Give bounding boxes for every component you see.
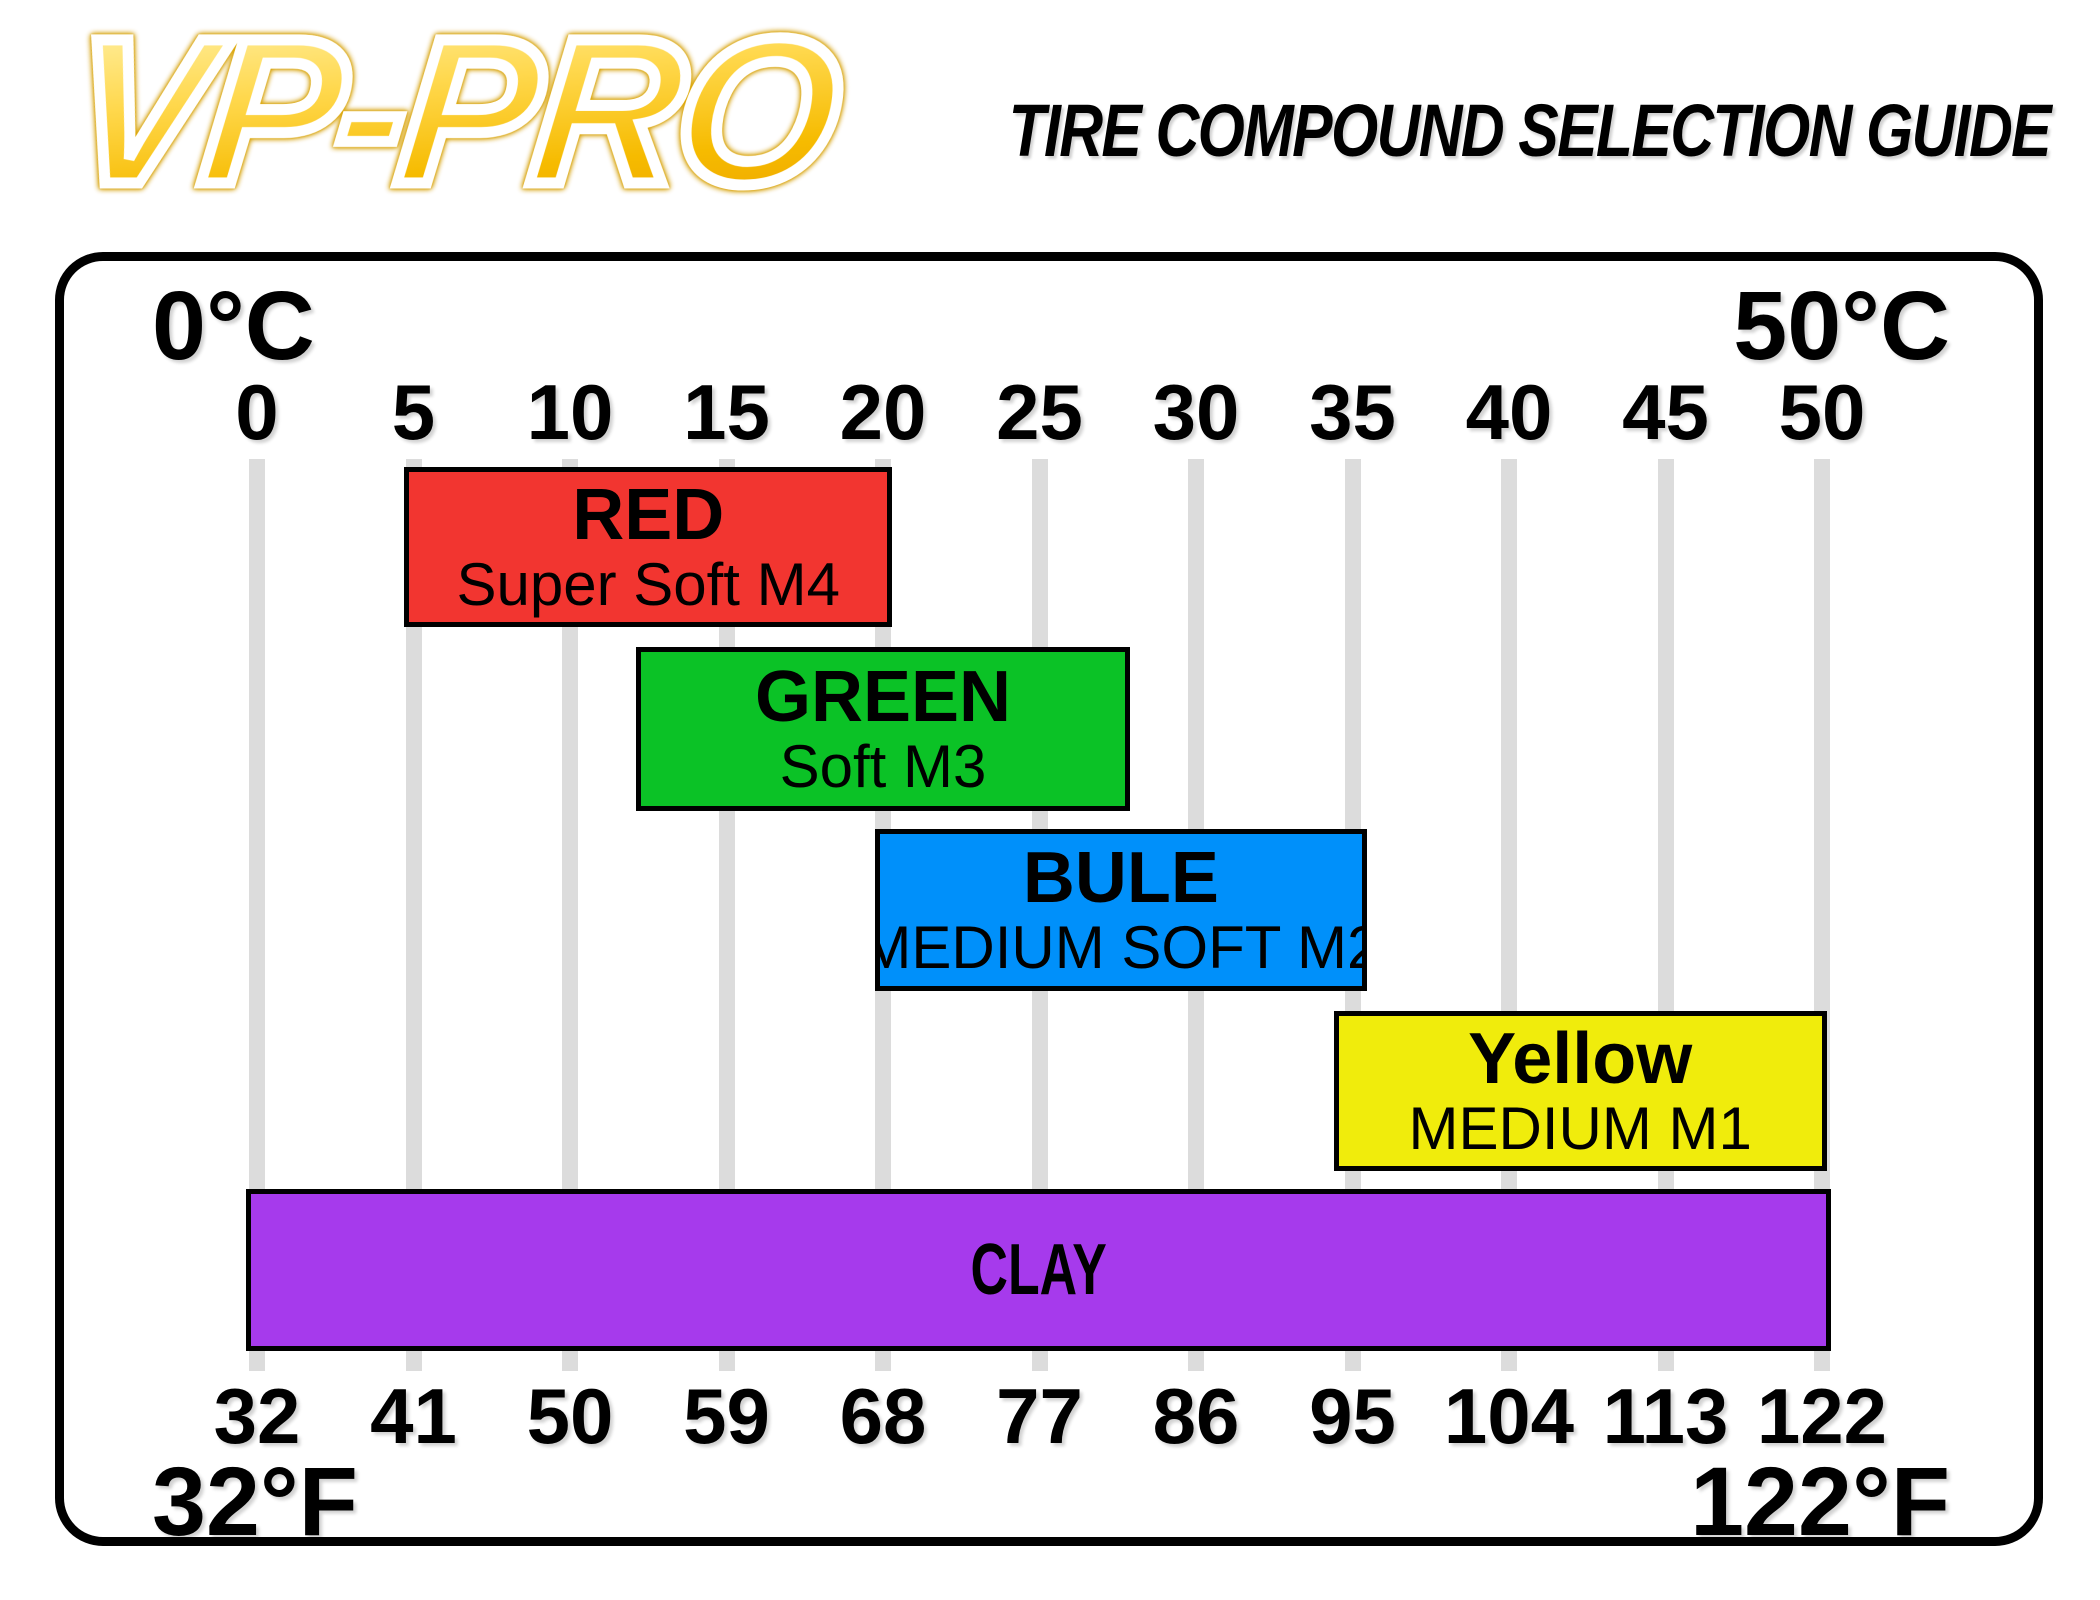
fahrenheit-tick-label-50: 50 [526,1372,614,1460]
compound-bar-title: Yellow [1468,1019,1693,1100]
compound-bar-subtitle: MEDIUM SOFT M2 [875,913,1367,981]
fahrenheit-min-label: 32°F [152,1447,358,1556]
compound-bar-clay: CLAY [246,1189,1832,1351]
compound-bar-title: CLAY [970,1229,1107,1310]
fahrenheit-tick-label-113: 113 [1602,1372,1729,1460]
fahrenheit-tick-label-68: 68 [839,1372,927,1460]
fahrenheit-tick-label-104: 104 [1443,1372,1575,1460]
fahrenheit-tick-label-86: 86 [1152,1372,1240,1460]
celsius-tick-label-0: 0 [235,368,279,456]
compound-bar-green: GREEN Soft M3 [635,647,1131,811]
vp-pro-logo: VP-PRO [54,0,851,234]
celsius-min-label: 0°C [152,271,315,380]
fahrenheit-tick-label-59: 59 [683,1372,770,1460]
celsius-tick-label-15: 15 [683,368,770,456]
fahrenheit-tick-label-77: 77 [996,1372,1083,1460]
compound-bar-bule: BULE MEDIUM SOFT M2 [875,829,1367,991]
celsius-tick-label-45: 45 [1622,368,1709,456]
celsius-tick-label-40: 40 [1465,368,1553,456]
fahrenheit-tick-label-32: 32 [213,1372,301,1460]
page-title: TIRE COMPOUND SELECTION GUIDE [1008,89,2052,172]
compound-bar-title: GREEN [754,657,1011,738]
celsius-tick-label-30: 30 [1152,368,1240,456]
celsius-tick-label-35: 35 [1309,368,1396,456]
compound-chart-frame: 0°C 50°C 32°F 122°F 0 32 5 41 10 50 15 59 20 68 25… [55,252,2043,1550]
compound-bar-subtitle: Soft M3 [779,732,987,800]
gridline-5c [405,459,422,1371]
compound-bar-title: RED [572,475,725,556]
celsius-max-label: 50°C [1733,271,1950,380]
celsius-tick-label-25: 25 [996,368,1083,456]
celsius-tick-label-20: 20 [839,368,927,456]
gridline-10c [562,459,578,1371]
fahrenheit-tick-label-95: 95 [1309,1372,1396,1460]
gridline-0c [249,459,265,1371]
fahrenheit-max-label: 122°F [1690,1447,1950,1556]
fahrenheit-tick-label-122: 122 [1756,1372,1888,1460]
compound-bar-yellow: Yellow MEDIUM M1 [1333,1011,1827,1171]
fahrenheit-tick-label-41: 41 [370,1372,457,1460]
compound-bar-subtitle: MEDIUM M1 [1408,1094,1752,1162]
compound-bar-red: RED Super Soft M4 [404,467,893,627]
compound-bar-subtitle: Super Soft M4 [456,550,840,618]
celsius-tick-label-50: 50 [1778,368,1866,456]
compound-bar-title: BULE [1022,838,1219,919]
celsius-tick-label-5: 5 [391,368,436,456]
celsius-tick-label-10: 10 [526,368,614,456]
